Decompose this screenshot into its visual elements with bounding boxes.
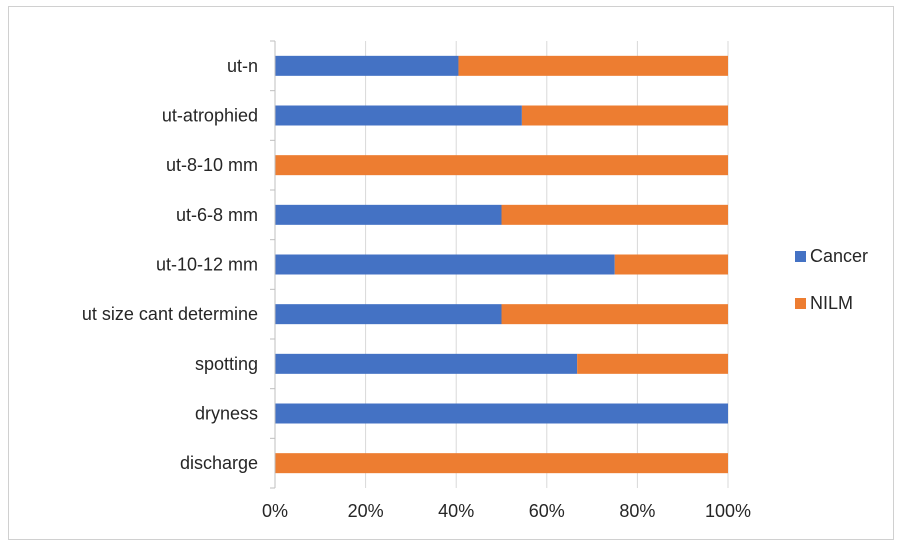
x-tick-label: 60% — [529, 501, 565, 521]
legend-label-cancer: Cancer — [810, 246, 868, 266]
bar-nilm-1 — [521, 105, 728, 126]
bar-cancer-1 — [275, 105, 522, 126]
bar-cancer-3 — [275, 204, 502, 225]
category-label: ut-10-12 mm — [156, 255, 258, 275]
bar-cancer-4 — [275, 254, 615, 275]
bar-cancer-0 — [275, 55, 459, 76]
category-label: ut-8-10 mm — [166, 155, 258, 175]
category-label: ut-6-8 mm — [176, 205, 258, 225]
bar-nilm-2 — [275, 155, 728, 176]
bar-nilm-4 — [614, 254, 728, 275]
bar-nilm-0 — [458, 55, 728, 76]
x-tick-label: 40% — [438, 501, 474, 521]
bar-nilm-6 — [577, 353, 728, 374]
category-label: discharge — [180, 453, 258, 473]
category-label: ut size cant determine — [82, 304, 258, 324]
category-label: ut-atrophied — [162, 106, 258, 126]
stacked-bar-chart: ut-n ut-atrophied ut-8-10 mm ut-6-8 mm ut-10… — [82, 40, 868, 521]
bar-cancer-7 — [275, 403, 728, 424]
chart-frame: ut-n ut-atrophied ut-8-10 mm ut-6-8 mm ut-10… — [8, 6, 894, 540]
bar-nilm-3 — [501, 204, 728, 225]
bar-cancer-6 — [275, 353, 578, 374]
category-label: spotting — [195, 354, 258, 374]
value-axis: 0% 20% 40% 60% 80% 100% — [262, 501, 751, 521]
bar-nilm-8 — [275, 453, 728, 474]
category-axis: ut-n ut-atrophied ut-8-10 mm ut-6-8 mm ut-10… — [82, 40, 276, 489]
bar-nilm-5 — [501, 304, 728, 325]
x-tick-label: 100% — [705, 501, 751, 521]
bars — [275, 55, 728, 474]
bar-cancer-5 — [275, 304, 502, 325]
legend-swatch-cancer — [795, 251, 806, 262]
legend: Cancer NILM — [795, 246, 868, 313]
category-label: dryness — [195, 404, 258, 424]
legend-swatch-nilm — [795, 298, 806, 309]
x-tick-label: 0% — [262, 501, 288, 521]
legend-label-nilm: NILM — [810, 293, 853, 313]
category-label: ut-n — [227, 56, 258, 76]
x-tick-label: 20% — [348, 501, 384, 521]
x-tick-label: 80% — [619, 501, 655, 521]
